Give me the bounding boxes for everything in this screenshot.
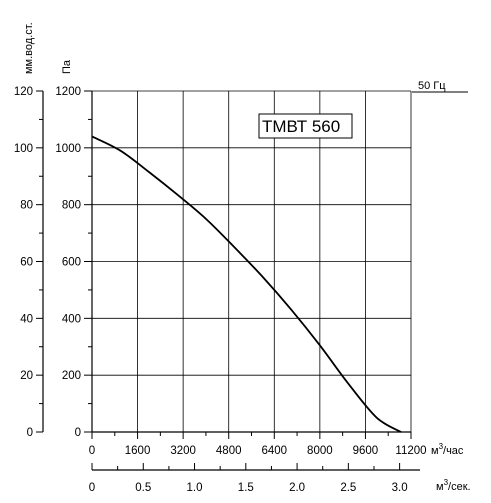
x-secondary-tick-label: 3.0 (392, 482, 408, 494)
grid-lines (92, 90, 412, 432)
x-secondary-tick-label: 0 (89, 482, 95, 494)
y-primary-tick-label: 600 (62, 257, 81, 269)
y-secondary-tick-label: 0 (27, 427, 33, 439)
y-primary-tick-label: 1200 (55, 86, 81, 98)
frequency-label: 50 Гц (418, 80, 446, 92)
x-primary-tick-label: 1600 (125, 445, 151, 457)
tick-marks (36, 90, 412, 470)
x-secondary-tick-label: 2.0 (289, 482, 305, 494)
x-secondary-tick-label: 1.0 (187, 482, 203, 494)
y-secondary-tick-label: 80 (20, 200, 33, 212)
y-primary-tick-label: 0 (75, 427, 81, 439)
model-label: ТМВТ 560 (262, 117, 340, 136)
y-primary-tick-label: 1000 (55, 143, 81, 155)
y-secondary-tick-label: 100 (14, 143, 33, 155)
x-primary-tick-label: 9600 (353, 445, 379, 457)
x-secondary-tick-label: 0.5 (135, 482, 151, 494)
x-secondary-tick-label: 1.5 (238, 482, 254, 494)
x-secondary-tick-label: 2.5 (340, 482, 356, 494)
x-secondary-unit: м3/сек. (436, 478, 471, 493)
x-primary-tick-label: 3200 (170, 445, 196, 457)
x-primary-unit: м3/час (431, 442, 464, 457)
x-primary-tick-label: 11200 (395, 445, 426, 457)
y-primary-tick-label: 400 (62, 313, 81, 325)
y-secondary-tick-label: 20 (20, 370, 33, 382)
y-secondary-tick-label: 60 (20, 257, 33, 269)
performance-curve-group (91, 135, 402, 433)
x-primary-tick-label: 6400 (261, 445, 287, 457)
x-primary-tick-label: 0 (89, 445, 95, 457)
x-primary-tick-label: 8000 (307, 445, 333, 457)
y-primary-axis-title: Па (61, 59, 73, 74)
performance-curve (91, 135, 402, 433)
y-primary-tick-label: 200 (62, 370, 81, 382)
y-primary-tick-label: 800 (62, 200, 81, 212)
y-secondary-tick-label: 120 (14, 86, 33, 98)
model-label-box (258, 113, 353, 139)
y-secondary-axis-title: мм.вод.ст. (23, 22, 35, 74)
y-secondary-tick-label: 40 (20, 313, 33, 325)
x-primary-tick-label: 4800 (216, 445, 242, 457)
